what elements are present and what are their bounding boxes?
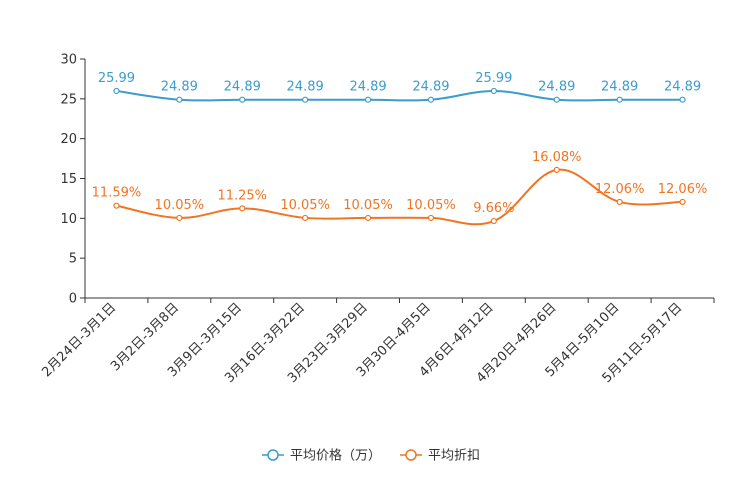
data-label: 24.89 — [287, 80, 324, 95]
y-tick-label: 20 — [60, 132, 77, 147]
x-tick-label: 2月24日-3月1日 — [39, 300, 119, 380]
data-label: 9.66% — [473, 201, 514, 216]
data-point — [113, 202, 120, 209]
data-label: 10.05% — [155, 198, 205, 213]
data-point — [427, 96, 435, 103]
data-label: 24.89 — [601, 80, 638, 95]
data-label: 10.05% — [280, 198, 330, 213]
data-point — [616, 96, 623, 103]
y-tick-label: 10 — [60, 212, 77, 227]
data-label: 12.06% — [658, 182, 708, 197]
data-label: 24.89 — [349, 80, 386, 95]
data-point — [239, 205, 246, 212]
data-label: 24.89 — [664, 80, 701, 95]
data-label: 24.89 — [538, 80, 575, 95]
data-point — [364, 96, 372, 103]
data-point — [616, 198, 623, 206]
series-line-1 — [116, 89, 683, 102]
y-tick-label: 25 — [60, 92, 77, 107]
legend-label-2: 平均折扣 — [428, 449, 480, 464]
legend-marker-2 — [405, 449, 417, 461]
y-tick-label: 15 — [60, 172, 77, 187]
y-tick-label: 30 — [60, 53, 77, 68]
data-label: 24.89 — [161, 80, 198, 95]
data-label: 10.05% — [406, 198, 456, 213]
legend-label-1: 平均价格（万） — [290, 448, 381, 464]
data-point — [364, 214, 372, 222]
data-point — [302, 96, 309, 103]
data-point — [239, 96, 246, 103]
data-point — [176, 96, 183, 103]
data-label: 11.59% — [92, 186, 142, 201]
data-point — [302, 214, 309, 222]
y-tick-label: 5 — [69, 252, 77, 267]
data-point — [553, 96, 560, 103]
data-point — [113, 87, 120, 95]
data-point — [490, 217, 497, 225]
data-label: 24.89 — [224, 80, 261, 95]
data-point — [427, 214, 435, 222]
y-tick-label: 0 — [69, 292, 77, 307]
data-label: 25.99 — [98, 71, 135, 86]
data-point — [679, 198, 686, 206]
data-point — [490, 87, 497, 95]
data-point — [176, 214, 183, 222]
data-label: 10.05% — [343, 198, 393, 213]
data-label: 11.25% — [217, 188, 267, 203]
data-label: 24.89 — [412, 80, 449, 95]
data-label: 25.99 — [475, 71, 512, 86]
data-point — [679, 96, 686, 103]
data-label: 16.08% — [532, 150, 582, 165]
data-label: 12.06% — [595, 182, 645, 197]
legend-marker-1 — [267, 449, 279, 461]
data-point — [553, 166, 560, 173]
series-line-2 — [116, 168, 683, 226]
